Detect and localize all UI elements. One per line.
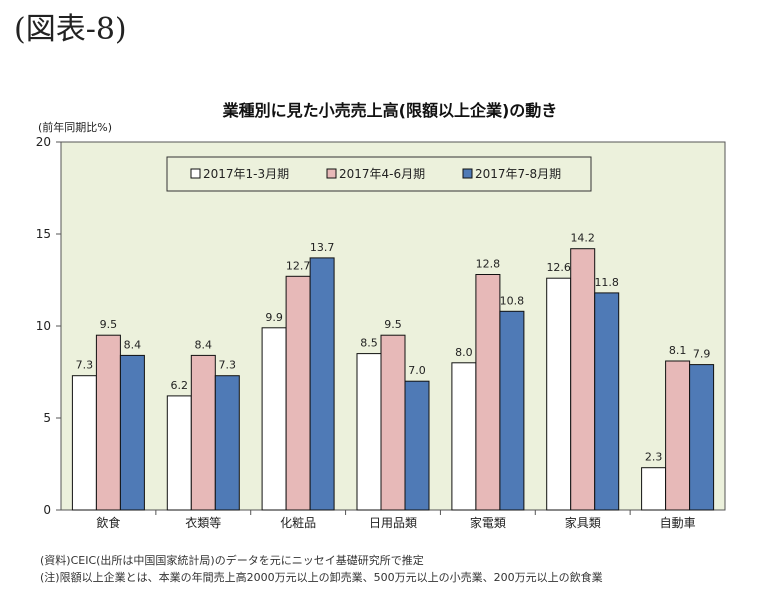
bar-3-0 <box>356 353 382 511</box>
data-label: 13.7 <box>310 241 335 254</box>
bar-5-0 <box>546 277 572 511</box>
y-tick-label: 5 <box>43 411 51 425</box>
data-label: 12.8 <box>476 258 501 271</box>
figure-label: (図表-8) <box>14 12 127 47</box>
bar-2-1 <box>285 275 311 511</box>
data-label: 6.2 <box>171 379 189 392</box>
legend-label-0: 2017年1-3月期 <box>203 167 289 181</box>
data-label: 9.5 <box>384 318 402 331</box>
data-label: 12.7 <box>286 259 311 272</box>
legend-swatch-2 <box>462 168 473 179</box>
bar-1-2 <box>214 375 240 511</box>
bar-5-1 <box>570 248 596 511</box>
data-label: 7.3 <box>76 359 94 372</box>
bar-3-1 <box>380 334 406 511</box>
x-tick-label: 家電類 <box>470 515 506 530</box>
bar-1-1 <box>190 354 216 511</box>
bar-2-0 <box>261 327 287 511</box>
data-label: 9.5 <box>100 318 118 331</box>
data-label: 11.8 <box>594 276 619 289</box>
data-label: 8.1 <box>669 344 687 357</box>
bar-1-0 <box>166 395 192 511</box>
bar-4-2 <box>499 310 525 511</box>
bar-0-0 <box>71 375 97 511</box>
data-label: 8.4 <box>195 338 213 351</box>
data-label: 8.0 <box>455 346 473 359</box>
legend-label-2: 2017年7-8月期 <box>475 167 561 181</box>
bar-4-1 <box>475 274 501 511</box>
y-axis-label: (前年同期比%) <box>38 120 112 134</box>
bar-6-0 <box>641 467 667 511</box>
data-label: 14.2 <box>570 232 595 245</box>
x-tick-label: 衣類等 <box>185 515 221 530</box>
x-tick-label: 日用品類 <box>369 516 417 530</box>
definition-note: (注)限額以上企業とは、本業の年間売上高2000万元以上の卸売業、500万元以上… <box>40 571 603 584</box>
y-tick-label: 15 <box>36 227 51 241</box>
data-label: 12.6 <box>546 261 571 274</box>
x-tick-label: 化粧品 <box>280 516 316 530</box>
legend-box <box>166 156 592 192</box>
chart-title: 業種別に見た小売売上高(限額以上企業)の動き <box>222 101 558 120</box>
data-label: 7.3 <box>219 359 237 372</box>
legend-swatch-0 <box>190 168 201 179</box>
y-tick-label: 0 <box>43 503 51 517</box>
bar-4-0 <box>451 362 477 511</box>
data-label: 7.0 <box>408 364 426 377</box>
x-tick-label: 自動車 <box>660 516 696 530</box>
data-label: 7.9 <box>693 348 711 361</box>
bar-0-1 <box>95 334 121 511</box>
data-label: 10.8 <box>500 294 525 307</box>
bar-2-2 <box>309 257 335 511</box>
data-label: 9.9 <box>265 311 283 324</box>
data-label: 2.3 <box>645 451 663 464</box>
y-tick-label: 20 <box>36 135 51 149</box>
bar-5-2 <box>594 292 620 511</box>
y-tick-label: 10 <box>36 319 51 333</box>
data-label: 8.4 <box>124 338 142 351</box>
bar-6-2 <box>689 364 715 511</box>
legend-label-1: 2017年4-6月期 <box>339 167 425 181</box>
bar-6-1 <box>665 360 691 511</box>
x-tick-label: 家具類 <box>565 515 601 530</box>
source-note: (資料)CEIC(出所は中国国家統計局)のデータを元にニッセイ基礎研究所で推定 <box>40 554 424 567</box>
x-tick-label: 飲食 <box>96 515 120 530</box>
bar-0-2 <box>119 354 145 511</box>
bar-3-2 <box>404 380 430 511</box>
data-label: 8.5 <box>360 337 378 350</box>
legend-swatch-1 <box>326 168 337 179</box>
